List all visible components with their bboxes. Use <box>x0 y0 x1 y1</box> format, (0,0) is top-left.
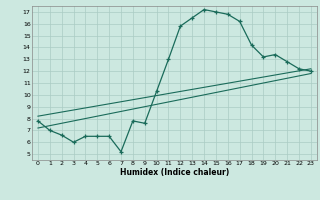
X-axis label: Humidex (Indice chaleur): Humidex (Indice chaleur) <box>120 168 229 177</box>
